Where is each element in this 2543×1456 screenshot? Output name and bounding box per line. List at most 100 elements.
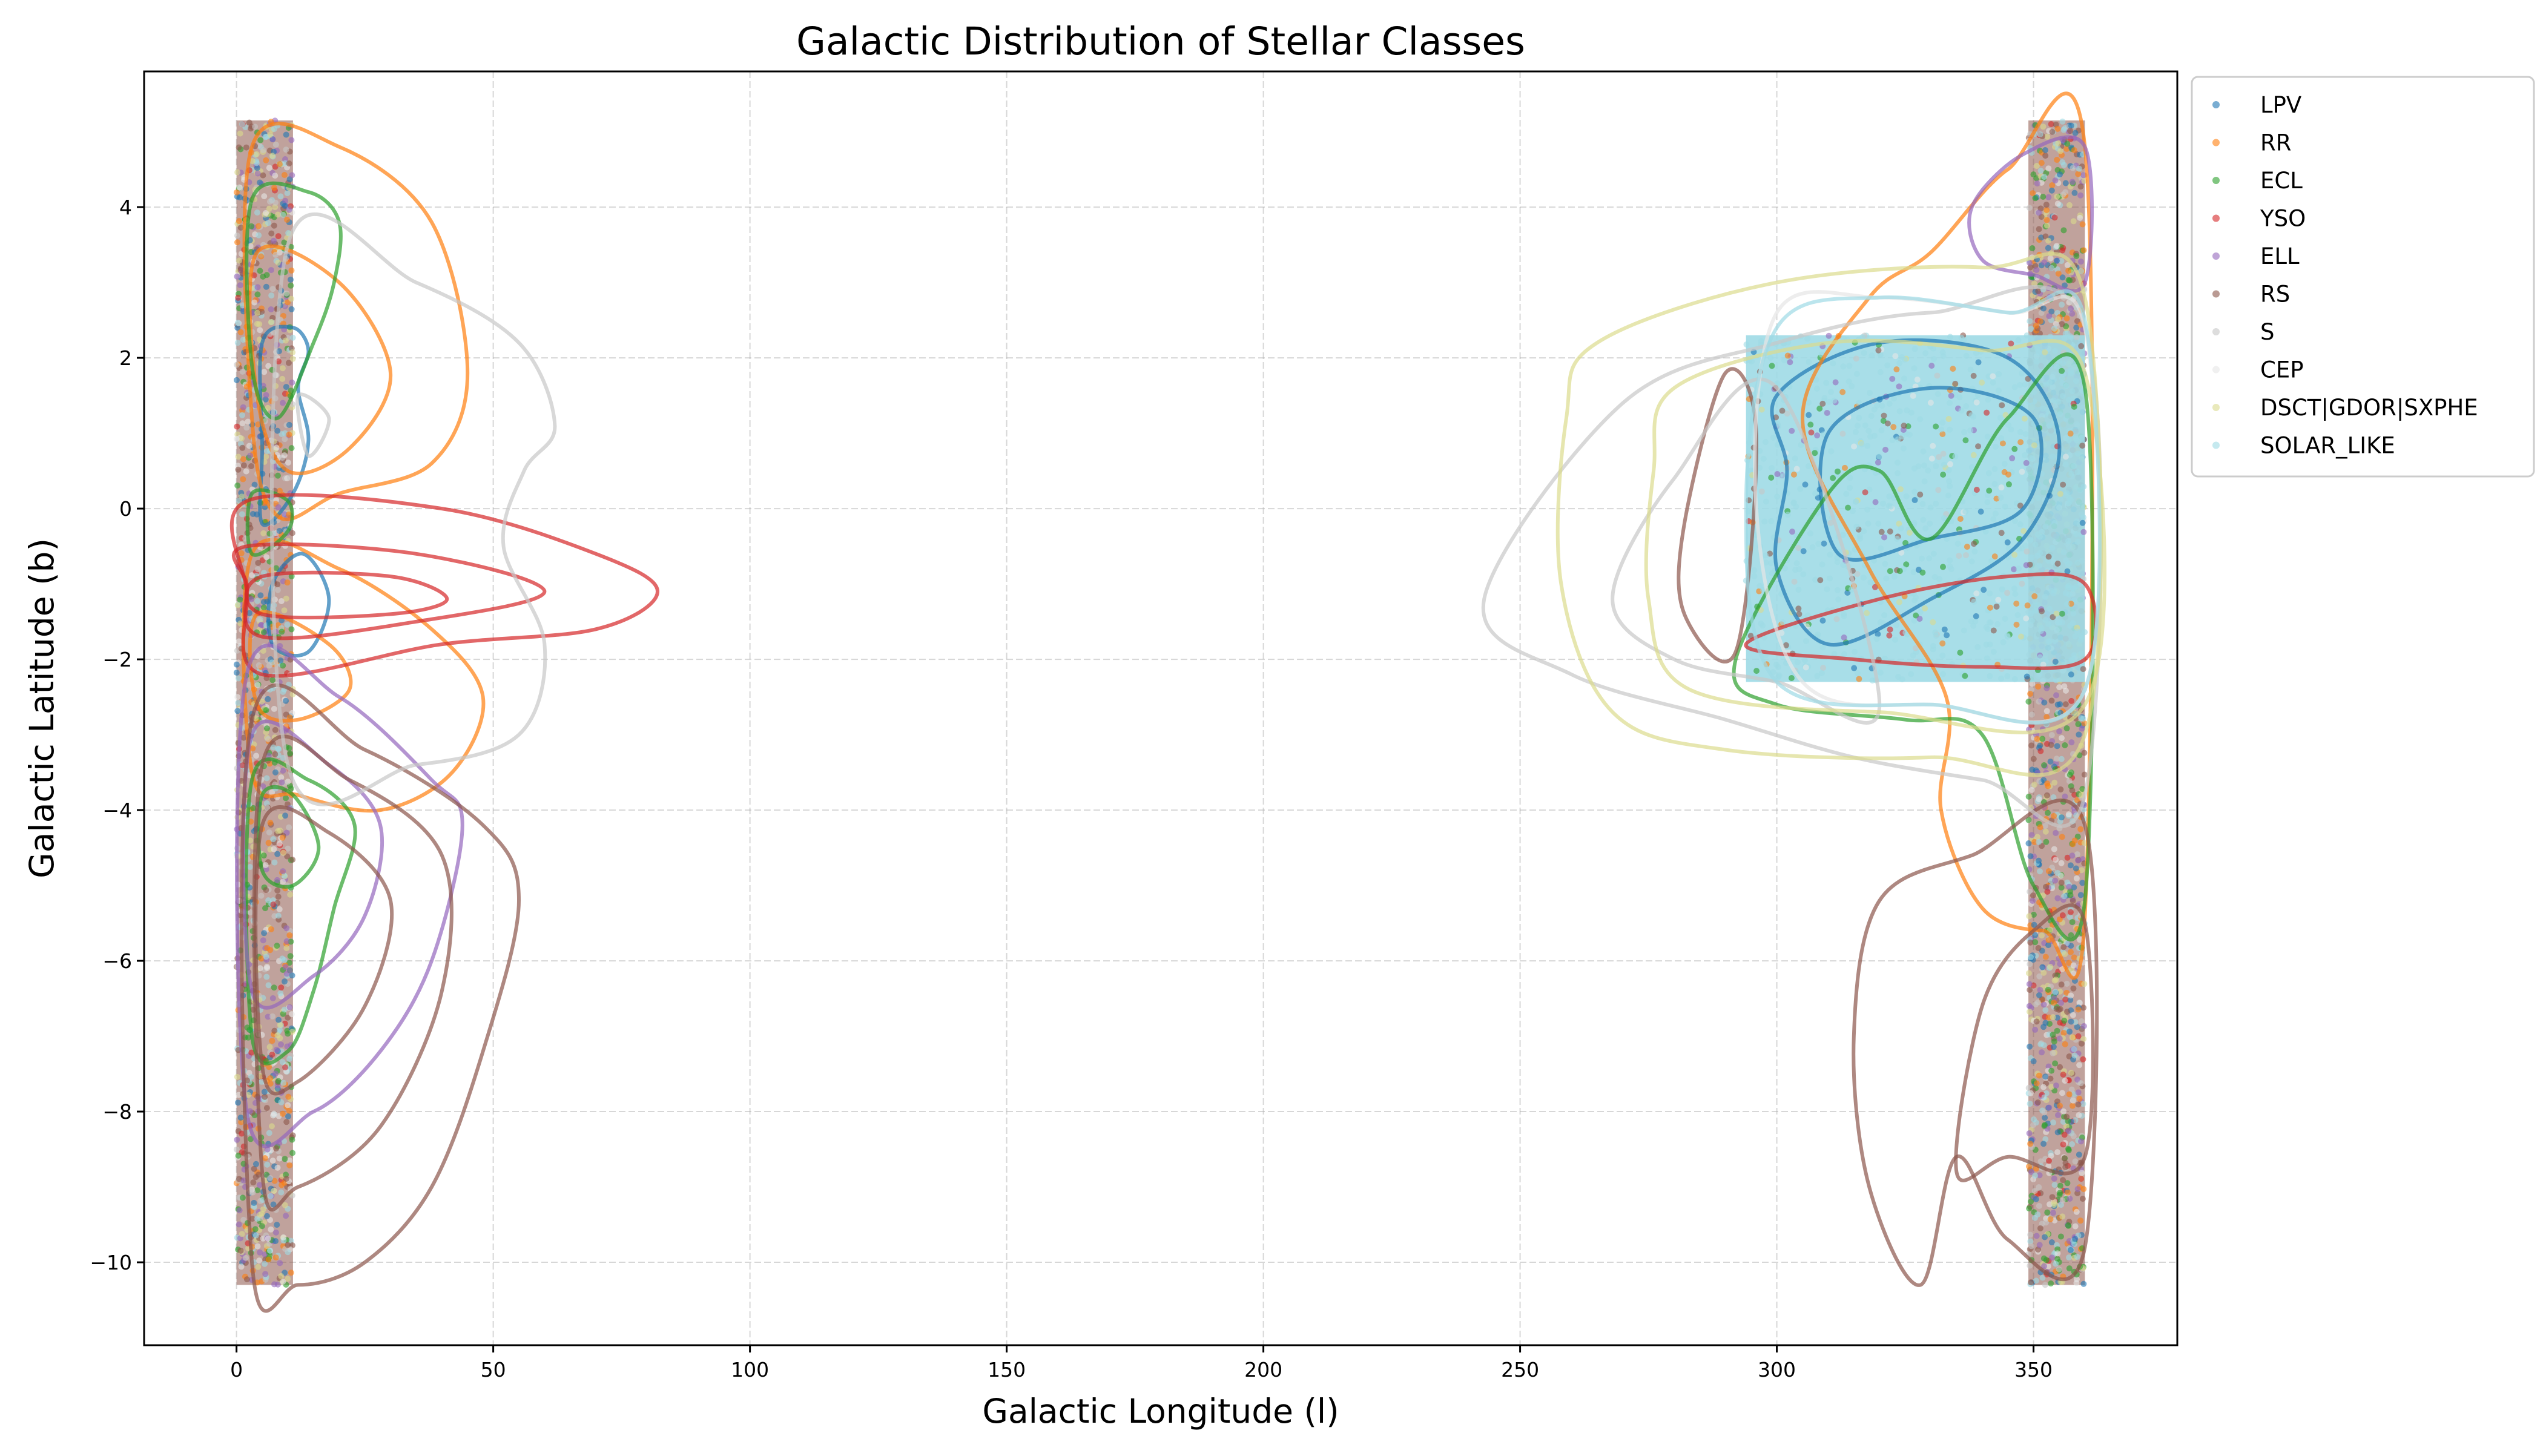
scatter-point xyxy=(1819,644,1826,651)
scatter-point xyxy=(1898,525,1904,532)
scatter-point xyxy=(1889,375,1896,382)
scatter-point xyxy=(2050,1050,2056,1056)
scatter-point xyxy=(1796,566,1803,573)
scatter-point xyxy=(251,1165,257,1172)
scatter-point xyxy=(280,1234,287,1240)
scatter-point xyxy=(2064,262,2071,268)
scatter-point xyxy=(1987,673,1993,679)
scatter-point xyxy=(234,1073,240,1080)
scatter-point xyxy=(267,1193,274,1199)
scatter-point xyxy=(276,161,283,168)
scatter-point xyxy=(1940,353,1947,360)
scatter-point xyxy=(2045,245,2051,251)
scatter-point xyxy=(2042,1136,2049,1142)
scatter-point xyxy=(2034,1099,2041,1106)
scatter-point xyxy=(287,953,294,960)
scatter-point xyxy=(271,846,277,852)
scatter-point xyxy=(264,1161,271,1168)
scatter-point xyxy=(2058,981,2065,988)
scatter-point xyxy=(260,647,266,654)
scatter-point xyxy=(1947,426,1953,433)
scatter-point xyxy=(1970,372,1977,379)
scatter-point xyxy=(2027,1141,2034,1147)
scatter-point xyxy=(2070,218,2077,225)
scatter-point xyxy=(237,130,243,137)
scatter-point xyxy=(1921,478,1928,485)
scatter-point xyxy=(2035,945,2042,952)
scatter-point xyxy=(2043,714,2050,720)
scatter-point xyxy=(263,272,270,278)
scatter-point xyxy=(1881,655,1888,662)
scatter-point xyxy=(2050,1044,2057,1050)
scatter-point xyxy=(235,453,242,460)
scatter-point xyxy=(2011,566,2017,573)
scatter-point xyxy=(278,984,285,991)
scatter-point xyxy=(260,530,267,536)
scatter-point xyxy=(2079,786,2086,792)
scatter-point xyxy=(2026,205,2033,211)
scatter-point xyxy=(1945,416,1952,423)
scatter-point xyxy=(240,462,247,469)
scatter-point xyxy=(1940,671,1947,677)
scatter-point xyxy=(2033,163,2040,170)
scatter-point xyxy=(1972,618,1979,625)
scatter-point xyxy=(1834,559,1841,565)
scatter-point xyxy=(2062,701,2069,708)
scatter-point xyxy=(2023,615,2030,622)
scatter-point xyxy=(239,1194,246,1201)
scatter-point xyxy=(2005,481,2012,488)
scatter-point xyxy=(289,379,295,386)
scatter-point xyxy=(2036,838,2042,845)
scatter-point xyxy=(2049,1194,2056,1201)
scatter-point xyxy=(1886,400,1893,407)
scatter-point xyxy=(248,572,255,579)
scatter-point xyxy=(1860,575,1867,581)
scatter-point xyxy=(2079,634,2085,641)
scatter-point xyxy=(2048,587,2055,594)
scatter-point xyxy=(266,1044,273,1050)
scatter-point xyxy=(1805,463,1812,469)
scatter-point xyxy=(255,1263,262,1270)
scatter-point xyxy=(1807,421,1814,428)
scatter-point xyxy=(1801,657,1808,664)
y-tick-label: 2 xyxy=(119,346,132,370)
scatter-point xyxy=(2081,749,2088,756)
scatter-point xyxy=(283,1213,289,1219)
scatter-point xyxy=(2068,739,2075,746)
scatter-point xyxy=(2069,388,2076,395)
scatter-point xyxy=(1991,553,1998,560)
scatter-point xyxy=(2063,145,2070,152)
scatter-point xyxy=(2026,913,2033,920)
scatter-point xyxy=(1895,436,1901,443)
scatter-point xyxy=(271,859,278,866)
scatter-point xyxy=(2004,632,2011,639)
scatter-point xyxy=(2073,584,2080,590)
scatter-point xyxy=(1910,392,1916,399)
scatter-point xyxy=(1903,493,1910,499)
scatter-point xyxy=(1812,490,1819,497)
legend-marker xyxy=(2212,139,2220,147)
scatter-point xyxy=(1947,483,1953,490)
legend: LPV RR ECL YSO ELL RS S CEP DSCT|GDOR|SXPHE SOLAR… xyxy=(2191,76,2535,478)
scatter-point xyxy=(1830,475,1836,481)
scatter-point xyxy=(289,972,295,979)
scatter-point xyxy=(239,435,245,442)
scatter-point xyxy=(275,894,282,900)
scatter-point xyxy=(254,209,260,216)
scatter-point xyxy=(244,1024,251,1031)
scatter-point xyxy=(239,444,246,451)
scatter-point xyxy=(2025,698,2032,705)
scatter-point xyxy=(1874,402,1881,409)
scatter-point xyxy=(2073,435,2079,442)
scatter-point xyxy=(1908,409,1915,416)
scatter-point xyxy=(2078,1138,2085,1145)
scatter-point xyxy=(1998,675,2005,682)
scatter-point xyxy=(2062,1078,2068,1084)
scatter-point xyxy=(1975,359,1982,366)
scatter-point xyxy=(1790,471,1797,478)
scatter-point xyxy=(1939,564,1946,570)
scatter-point xyxy=(276,840,283,847)
scatter-point xyxy=(2027,961,2033,967)
scatter-point xyxy=(2051,1182,2058,1188)
scatter-point xyxy=(251,299,258,306)
